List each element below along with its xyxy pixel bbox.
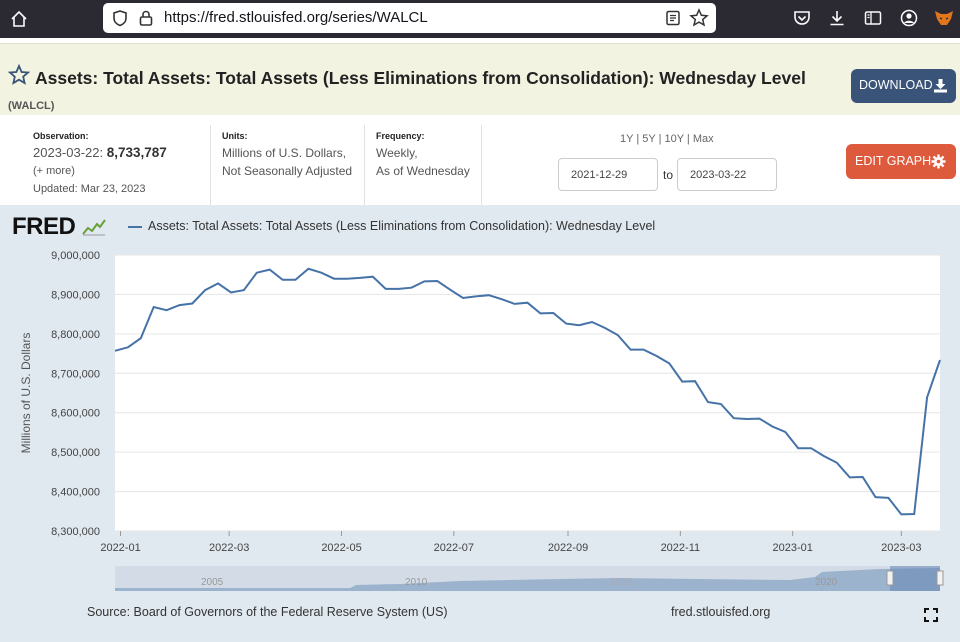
navigator-handle-left[interactable] [886, 570, 894, 586]
sidebar-icon[interactable] [863, 8, 883, 28]
favorite-star-icon[interactable] [8, 64, 30, 86]
pocket-icon[interactable] [792, 8, 812, 28]
bookmark-star-icon[interactable] [689, 8, 709, 28]
series-id: (WALCL) [8, 100, 55, 112]
chart-legend[interactable]: Assets: Total Assets: Total Assets (Less… [128, 219, 655, 233]
site-link[interactable]: fred.stlouisfed.org [671, 605, 771, 619]
fullscreen-icon[interactable] [924, 608, 938, 622]
series-line[interactable] [114, 267, 941, 516]
gear-icon [931, 154, 946, 169]
observation-date: 2023-03-22: [33, 145, 104, 160]
range-navigator[interactable]: 2005 2010 2015 2020 [115, 566, 944, 591]
url-text[interactable]: https://fred.stlouisfed.org/series/WALCL [164, 9, 428, 26]
units-line2: Not Seasonally Adjusted [222, 164, 353, 178]
to-label: to [663, 168, 674, 182]
divider [481, 125, 482, 205]
title-bar: Assets: Total Assets: Total Assets (Less… [0, 43, 960, 115]
end-date-input[interactable]: 2023-03-22 [677, 158, 777, 191]
download-button[interactable]: DOWNLOAD [851, 69, 956, 103]
y-tick-label: 8,900,000 [51, 289, 100, 301]
start-date-input[interactable]: 2021-12-29 [558, 158, 658, 191]
shield-icon[interactable] [111, 9, 129, 27]
divider [364, 125, 365, 205]
edit-graph-label: EDIT GRAPH [855, 154, 932, 168]
navigator-history-area [115, 568, 940, 591]
download-icon [934, 79, 947, 93]
legend-swatch [128, 225, 142, 228]
fred-logo: FRED [12, 213, 106, 241]
plot-area [115, 255, 940, 531]
x-tick-label: 2022-05 [321, 542, 361, 554]
units-line1: Millions of U.S. Dollars, [222, 146, 347, 160]
y-tick-label: 8,700,000 [51, 368, 100, 380]
extension-icon[interactable] [933, 8, 955, 28]
observation-value: 8,733,787 [106, 145, 167, 160]
navigator-selection[interactable] [890, 566, 940, 591]
y-tick-label: 9,000,000 [51, 250, 100, 262]
fred-logo-text: FRED [12, 213, 76, 240]
edit-graph-button[interactable]: EDIT GRAPH [846, 144, 956, 179]
x-tick-label: 2022-03 [209, 542, 249, 554]
frequency-label: Frequency: [376, 131, 425, 141]
frequency-line2: As of Wednesday [376, 164, 470, 178]
x-tick-label: 2022-07 [434, 542, 474, 554]
range-1y[interactable]: 1Y [620, 133, 634, 145]
y-tick-label: 8,800,000 [51, 329, 100, 341]
download-icon[interactable] [827, 8, 847, 28]
y-tick-label: 8,400,000 [51, 487, 100, 499]
y-tick-label: 8,500,000 [51, 447, 100, 459]
more-link[interactable]: (+ more) [33, 165, 75, 177]
units-block: Units: Millions of U.S. Dollars, Not Sea… [222, 130, 352, 180]
browser-toolbar: https://fred.stlouisfed.org/series/WALCL [0, 0, 960, 38]
legend-label: Assets: Total Assets: Total Assets (Less… [148, 219, 656, 233]
observation-block: Observation: 2023-03-22: 8,733,787 (+ mo… [33, 130, 167, 198]
y-tick-label: 8,600,000 [51, 408, 100, 420]
page: Assets: Total Assets: Total Assets (Less… [0, 38, 960, 642]
download-label: DOWNLOAD [859, 78, 933, 92]
x-tick-label: 2023-03 [881, 542, 921, 554]
fred-logo-graph-icon [81, 219, 106, 236]
navigator-handle-right[interactable] [936, 570, 944, 586]
navigator-year-2010: 2010 [405, 577, 428, 588]
units-label: Units: [222, 131, 248, 141]
range-5y[interactable]: 5Y [642, 133, 656, 145]
y-tick-label: 8,300,000 [51, 526, 100, 538]
home-icon[interactable] [8, 8, 30, 30]
source-text: Source: Board of Governors of the Federa… [87, 605, 448, 619]
observation-label: Observation: [33, 131, 89, 141]
y-axis-label: Millions of U.S. Dollars [19, 333, 33, 454]
navigator-year-2020: 2020 [815, 577, 838, 588]
frequency-line1: Weekly, [376, 146, 418, 160]
url-bar[interactable]: https://fred.stlouisfed.org/series/WALCL [103, 3, 716, 33]
account-icon[interactable] [899, 8, 919, 28]
navigator-year-2005: 2005 [201, 577, 224, 588]
chart-panel: FRED Assets: Total Assets: Total Assets … [0, 205, 960, 642]
lock-icon[interactable] [137, 9, 155, 27]
frequency-block: Frequency: Weekly, As of Wednesday [376, 130, 470, 180]
x-tick-label: 2022-01 [100, 542, 140, 554]
page-title: Assets: Total Assets: Total Assets (Less… [8, 66, 843, 119]
updated-date: Updated: Mar 23, 2023 [33, 183, 146, 195]
x-tick-label: 2023-01 [772, 542, 812, 554]
x-tick-label: 2022-09 [548, 542, 588, 554]
line-chart[interactable]: 8,300,000 8,400,000 8,500,000 8,600,000 8,70… [0, 205, 960, 595]
navigator-year-2015: 2015 [610, 577, 633, 588]
x-tick-label: 2022-11 [661, 542, 701, 554]
series-title: Assets: Total Assets: Total Assets (Less… [35, 68, 806, 88]
divider [210, 125, 211, 205]
range-10y[interactable]: 10Y [664, 133, 684, 145]
reader-icon[interactable] [664, 9, 682, 27]
range-presets: 1Y | 5Y | 10Y | Max [620, 133, 714, 145]
range-max[interactable]: Max [692, 133, 714, 145]
